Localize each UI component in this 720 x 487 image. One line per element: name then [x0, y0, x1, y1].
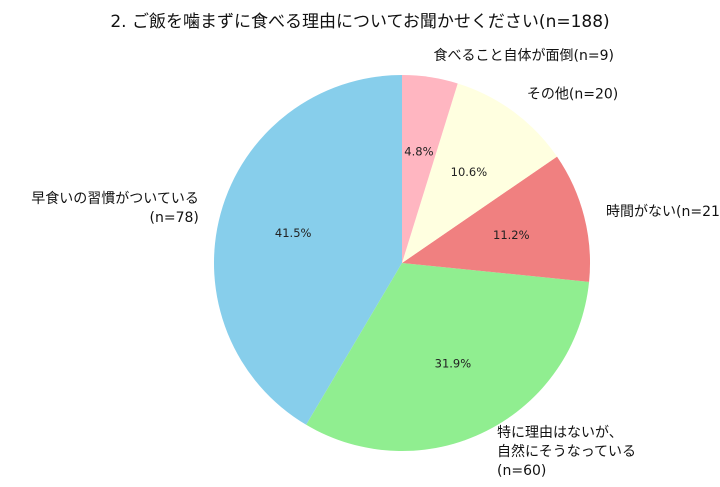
chart-title: 2. ご飯を噛まずに食べる理由についてお聞かせください(n=188) [110, 12, 609, 32]
slice-label-line: (n=78) [150, 210, 199, 226]
slice-percent-label: 31.9% [435, 357, 472, 371]
slice-label: 時間がない(n=21) [606, 204, 720, 220]
slice-label-line: 食べること自体が面倒(n=9) [434, 47, 614, 64]
pie-slices [213, 75, 591, 452]
pie-slice [402, 83, 557, 263]
slice-percent-label: 11.2% [493, 228, 530, 242]
slice-label-line: その他(n=20) [527, 87, 618, 103]
slice-label-line: (n=60) [497, 463, 546, 479]
slice-label: 早食いの習慣がついている (n=78) [31, 190, 199, 226]
slice-label-line: 時間がない(n=21) [606, 204, 720, 220]
slice-label: その他(n=20) [527, 87, 618, 103]
slice-percent-label: 10.6% [451, 165, 488, 179]
pie-slice [402, 156, 591, 282]
pie-slice [306, 263, 590, 452]
slice-labels: 早食いの習慣がついている (n=78) 特に理由はないが、自然にそうなっている (n=… [31, 47, 720, 479]
slice-label: 食べること自体が面倒(n=9) [434, 47, 614, 64]
slice-percent-label: 41.5% [275, 226, 312, 240]
slice-label-line: 自然にそうなっている [497, 443, 636, 460]
percent-labels: 41.5% 31.9% 11.2% 10.6% 4.8% [275, 145, 530, 371]
slice-label-line: 早食いの習慣がついている [31, 190, 199, 207]
pie-slice [213, 75, 402, 425]
pie-slice [402, 75, 458, 263]
slice-percent-label: 4.8% [404, 145, 433, 159]
slice-label: 特に理由はないが、自然にそうなっている (n=60) [497, 425, 636, 479]
slice-label-line: 特に理由はないが、 [497, 425, 623, 441]
